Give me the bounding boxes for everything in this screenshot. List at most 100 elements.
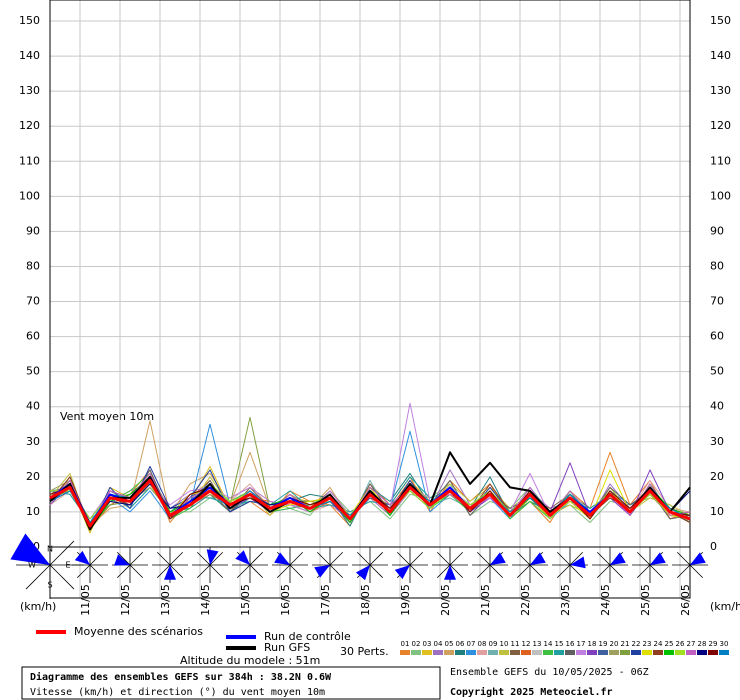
rose-spoke	[436, 564, 451, 579]
legend-label: 06	[456, 640, 465, 648]
rose-spoke	[49, 540, 75, 566]
rose-spoke	[89, 564, 104, 579]
legend-swatch	[609, 650, 619, 655]
rose-spoke	[289, 564, 304, 579]
rose-spoke	[676, 564, 691, 579]
legend-swatch	[510, 650, 520, 655]
x-tick-label: 25/05	[639, 584, 652, 616]
legend-swatch	[631, 650, 641, 655]
y-tick-label: 140	[19, 49, 40, 62]
legend-swatch	[543, 650, 553, 655]
rose-spoke	[569, 564, 584, 579]
y-tick-label: 30	[710, 435, 724, 448]
y-tick-label: 60	[26, 330, 40, 343]
legend-label: 28	[698, 640, 707, 648]
y-tick-label: 120	[19, 119, 40, 132]
legend-swatch	[521, 650, 531, 655]
rose-spoke	[596, 551, 611, 566]
legend-label: 01	[401, 640, 410, 648]
x-tick-label: 20/05	[439, 584, 452, 616]
legend-swatch	[620, 650, 630, 655]
x-tick-label: 22/05	[519, 584, 532, 616]
y-unit: (km/h)	[20, 600, 56, 613]
wind-wedge	[10, 533, 50, 565]
legend-label: 22	[632, 640, 641, 648]
legend-label: 17	[577, 640, 586, 648]
rose-spoke	[249, 564, 264, 579]
rose-spoke	[369, 551, 384, 566]
rose-spoke	[649, 564, 664, 579]
legend-label: 16	[566, 640, 575, 648]
y-tick-label: 50	[710, 365, 724, 378]
y-tick-label: 50	[26, 365, 40, 378]
legend-label: 20	[610, 640, 619, 648]
rose-spoke	[556, 564, 571, 579]
y-tick-label: 110	[710, 154, 731, 167]
rose-spoke	[369, 564, 384, 579]
x-tick-label: 14/05	[199, 584, 212, 616]
rose-spoke	[196, 551, 211, 566]
rose-spoke	[636, 564, 651, 579]
rose-spoke	[196, 564, 211, 579]
legend-label: 02	[412, 640, 421, 648]
rose-spoke	[236, 564, 251, 579]
rose-spoke	[276, 564, 291, 579]
rose-spoke	[116, 564, 131, 579]
legend-swatch	[675, 650, 685, 655]
wind-wedge	[570, 556, 586, 569]
rose-spoke	[676, 551, 691, 566]
rose-spoke	[316, 551, 331, 566]
y-tick-label: 30	[26, 435, 40, 448]
rose-spoke	[449, 551, 464, 566]
x-tick-label: 11/05	[79, 584, 92, 616]
wind-wedge	[235, 550, 250, 565]
legend-label: 25	[665, 640, 674, 648]
x-tick-label: 15/05	[239, 584, 252, 616]
run-info: Ensemble GEFS du 10/05/2025 - 06Z	[450, 667, 649, 678]
rose-spoke	[209, 551, 224, 566]
legend-swatch	[642, 650, 652, 655]
y-tick-label: 70	[26, 295, 40, 308]
compass-label: E	[65, 561, 70, 570]
rose-spoke	[76, 564, 91, 579]
y-tick-label: 130	[19, 84, 40, 97]
wind-wedge	[394, 565, 410, 580]
rose-spoke	[156, 551, 171, 566]
y-tick-label: 130	[710, 84, 731, 97]
legend-swatch	[565, 650, 575, 655]
y-tick-label: 100	[710, 189, 731, 202]
wind-wedge	[530, 552, 546, 565]
legend-label: 11	[511, 640, 520, 648]
rose-spoke	[25, 564, 51, 590]
legend-swatch	[477, 650, 487, 655]
legend-label: 30	[720, 640, 729, 648]
y-unit: (km/h)	[710, 600, 740, 613]
x-tick-label: 24/05	[599, 584, 612, 616]
legend-swatch	[422, 650, 432, 655]
rose-spoke	[89, 551, 104, 566]
x-tick-label: 21/05	[479, 584, 492, 616]
rose-spoke	[689, 564, 704, 579]
legend-label: 05	[445, 640, 454, 648]
y-tick-label: 140	[710, 49, 731, 62]
legend-label: 10	[500, 640, 509, 648]
y-tick-label: 20	[710, 470, 724, 483]
legend-label: 09	[489, 640, 498, 648]
legend-label: 14	[544, 640, 553, 648]
legend-swatch	[708, 650, 718, 655]
rose-spoke	[409, 564, 424, 579]
y-tick-label: 0	[710, 540, 717, 553]
rose-spoke	[289, 551, 304, 566]
legend-label: 13	[533, 640, 542, 648]
box-title: Diagramme des ensembles GEFS sur 384h : …	[30, 671, 332, 683]
legend-swatch	[697, 650, 707, 655]
y-tick-label: 70	[710, 295, 724, 308]
y-tick-label: 90	[26, 224, 40, 237]
legend-label: Moyenne des scénarios	[74, 625, 203, 638]
rose-spoke	[129, 564, 144, 579]
legend-label: 03	[423, 640, 432, 648]
legend-label: 29	[709, 640, 718, 648]
rose-spoke	[516, 551, 531, 566]
rose-spoke	[169, 551, 184, 566]
legend-swatch	[598, 650, 608, 655]
